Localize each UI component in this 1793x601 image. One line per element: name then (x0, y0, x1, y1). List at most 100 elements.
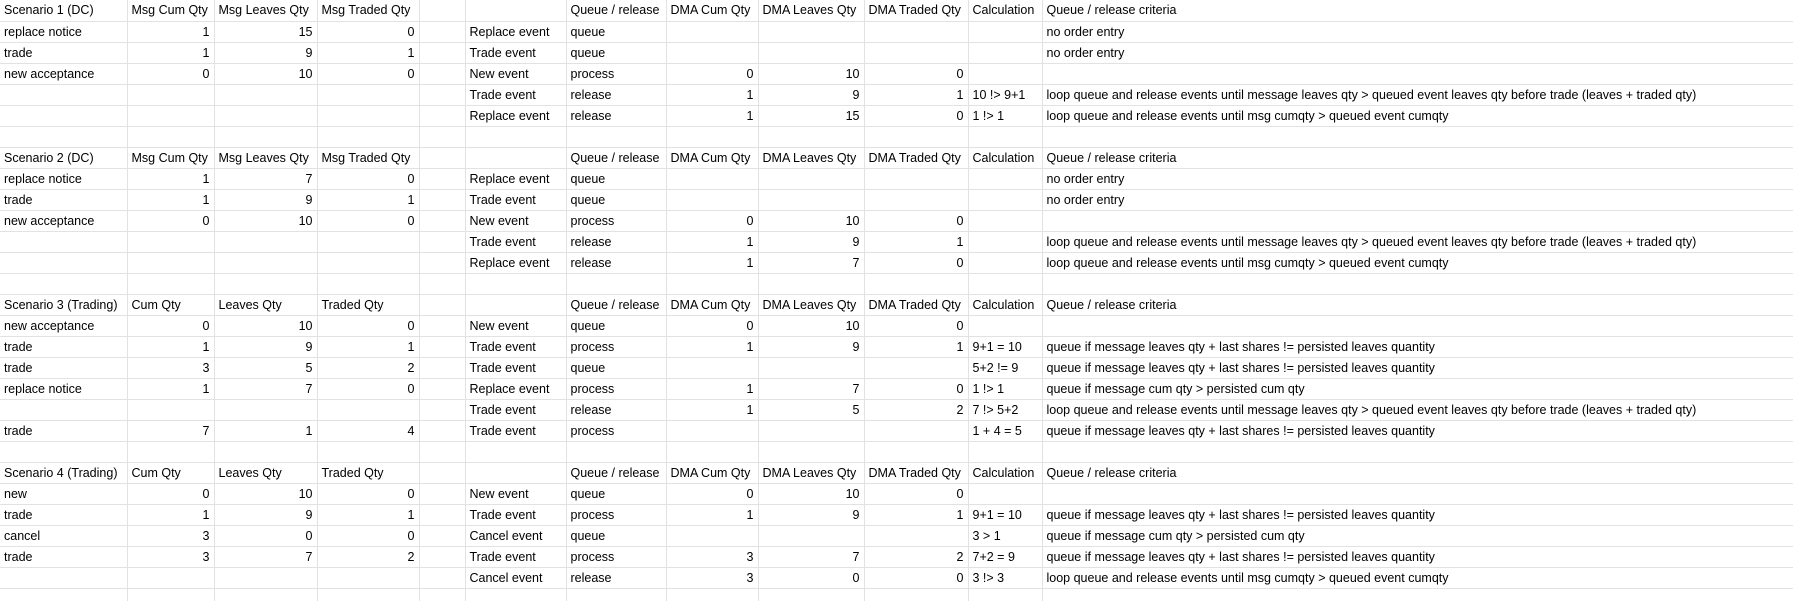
cell-K21[interactable]: 1 + 4 = 5 (968, 420, 1043, 442)
cell-H26[interactable] (666, 525, 759, 547)
cell-L6[interactable]: loop queue and release events until msg … (1042, 105, 1793, 127)
cell-B22[interactable] (127, 441, 215, 463)
cell-C22[interactable] (214, 441, 318, 463)
cell-D22[interactable] (317, 441, 420, 463)
cell-H20[interactable]: 1 (666, 399, 759, 421)
cell-D14[interactable] (317, 273, 420, 295)
cell-G9[interactable]: queue (566, 168, 667, 190)
cell-G24[interactable]: queue (566, 483, 667, 505)
cell-B28[interactable] (127, 567, 215, 589)
cell-K29[interactable] (968, 588, 1043, 601)
cell-F12[interactable]: Trade event (465, 231, 567, 253)
cell-C14[interactable] (214, 273, 318, 295)
cell-I1[interactable]: DMA Leaves Qty (758, 0, 865, 22)
cell-B7[interactable] (127, 126, 215, 148)
cell-E8[interactable] (419, 147, 466, 169)
cell-I3[interactable] (758, 42, 865, 64)
cell-J9[interactable] (864, 168, 969, 190)
cell-C27[interactable]: 7 (214, 546, 318, 568)
cell-D13[interactable] (317, 252, 420, 274)
cell-J11[interactable]: 0 (864, 210, 969, 232)
cell-L13[interactable]: loop queue and release events until msg … (1042, 252, 1793, 274)
cell-H2[interactable] (666, 21, 759, 43)
cell-J26[interactable] (864, 525, 969, 547)
cell-D9[interactable]: 0 (317, 168, 420, 190)
cell-L23[interactable]: Queue / release criteria (1042, 462, 1793, 484)
cell-I29[interactable] (758, 588, 865, 601)
cell-F2[interactable]: Replace event (465, 21, 567, 43)
cell-K8[interactable]: Calculation (968, 147, 1043, 169)
cell-B11[interactable]: 0 (127, 210, 215, 232)
cell-C16[interactable]: 10 (214, 315, 318, 337)
cell-A5[interactable] (0, 84, 128, 106)
cell-H10[interactable] (666, 189, 759, 211)
cell-L20[interactable]: loop queue and release events until mess… (1042, 399, 1793, 421)
cell-F24[interactable]: New event (465, 483, 567, 505)
cell-J19[interactable]: 0 (864, 378, 969, 400)
cell-I27[interactable]: 7 (758, 546, 865, 568)
cell-J2[interactable] (864, 21, 969, 43)
cell-K7[interactable] (968, 126, 1043, 148)
cell-L10[interactable]: no order entry (1042, 189, 1793, 211)
cell-C21[interactable]: 1 (214, 420, 318, 442)
cell-H3[interactable] (666, 42, 759, 64)
cell-B3[interactable]: 1 (127, 42, 215, 64)
cell-A17[interactable]: trade (0, 336, 128, 358)
cell-G17[interactable]: process (566, 336, 667, 358)
cell-C17[interactable]: 9 (214, 336, 318, 358)
cell-I12[interactable]: 9 (758, 231, 865, 253)
cell-H11[interactable]: 0 (666, 210, 759, 232)
cell-A11[interactable]: new acceptance (0, 210, 128, 232)
cell-F7[interactable] (465, 126, 567, 148)
cell-C5[interactable] (214, 84, 318, 106)
cell-D19[interactable]: 0 (317, 378, 420, 400)
cell-E19[interactable] (419, 378, 466, 400)
cell-C6[interactable] (214, 105, 318, 127)
cell-G26[interactable]: queue (566, 525, 667, 547)
cell-C2[interactable]: 15 (214, 21, 318, 43)
cell-E26[interactable] (419, 525, 466, 547)
cell-K9[interactable] (968, 168, 1043, 190)
cell-G19[interactable]: process (566, 378, 667, 400)
cell-K3[interactable] (968, 42, 1043, 64)
cell-A2[interactable]: replace notice (0, 21, 128, 43)
cell-I5[interactable]: 9 (758, 84, 865, 106)
cell-I17[interactable]: 9 (758, 336, 865, 358)
cell-B9[interactable]: 1 (127, 168, 215, 190)
cell-F15[interactable] (465, 294, 567, 316)
cell-B1[interactable]: Msg Cum Qty (127, 0, 215, 22)
cell-H16[interactable]: 0 (666, 315, 759, 337)
cell-J23[interactable]: DMA Traded Qty (864, 462, 969, 484)
cell-I16[interactable]: 10 (758, 315, 865, 337)
cell-D27[interactable]: 2 (317, 546, 420, 568)
cell-K25[interactable]: 9+1 = 10 (968, 504, 1043, 526)
cell-I11[interactable]: 10 (758, 210, 865, 232)
cell-J29[interactable] (864, 588, 969, 601)
cell-D11[interactable]: 0 (317, 210, 420, 232)
cell-G5[interactable]: release (566, 84, 667, 106)
cell-B24[interactable]: 0 (127, 483, 215, 505)
cell-A20[interactable] (0, 399, 128, 421)
cell-L15[interactable]: Queue / release criteria (1042, 294, 1793, 316)
cell-I24[interactable]: 10 (758, 483, 865, 505)
cell-L22[interactable] (1042, 441, 1793, 463)
cell-A28[interactable] (0, 567, 128, 589)
cell-J21[interactable] (864, 420, 969, 442)
cell-L3[interactable]: no order entry (1042, 42, 1793, 64)
cell-K4[interactable] (968, 63, 1043, 85)
cell-B18[interactable]: 3 (127, 357, 215, 379)
cell-A19[interactable]: replace notice (0, 378, 128, 400)
cell-C11[interactable]: 10 (214, 210, 318, 232)
cell-L24[interactable] (1042, 483, 1793, 505)
cell-G13[interactable]: release (566, 252, 667, 274)
cell-I4[interactable]: 10 (758, 63, 865, 85)
cell-D10[interactable]: 1 (317, 189, 420, 211)
cell-C1[interactable]: Msg Leaves Qty (214, 0, 318, 22)
cell-B6[interactable] (127, 105, 215, 127)
cell-H25[interactable]: 1 (666, 504, 759, 526)
cell-H29[interactable] (666, 588, 759, 601)
cell-F11[interactable]: New event (465, 210, 567, 232)
cell-D16[interactable]: 0 (317, 315, 420, 337)
cell-H19[interactable]: 1 (666, 378, 759, 400)
cell-C8[interactable]: Msg Leaves Qty (214, 147, 318, 169)
